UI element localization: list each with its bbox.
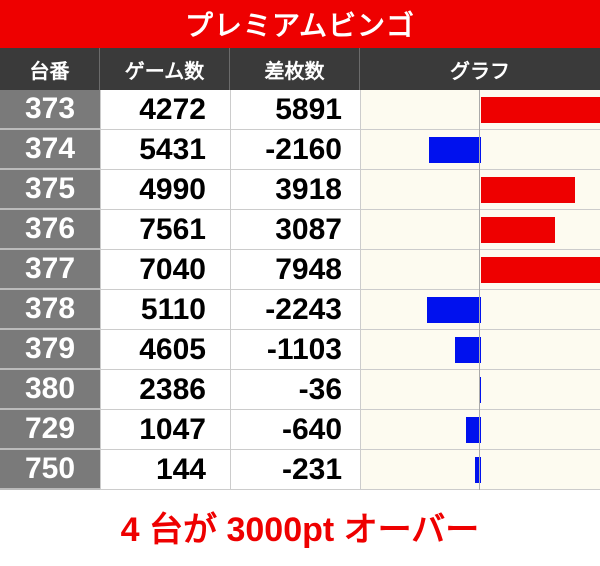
machine-number: 379 bbox=[0, 330, 100, 370]
game-count: 5431 bbox=[100, 130, 230, 170]
table-row: 373 4272 5891 bbox=[0, 90, 600, 130]
medal-difference: -1103 bbox=[230, 330, 360, 370]
positive-bar bbox=[481, 217, 556, 243]
medal-difference: -36 bbox=[230, 370, 360, 410]
machine-number: 375 bbox=[0, 170, 100, 210]
column-header-games: ゲーム数 bbox=[100, 48, 230, 90]
game-count: 144 bbox=[100, 450, 230, 490]
graph-cell bbox=[360, 130, 600, 170]
machine-number: 750 bbox=[0, 450, 100, 490]
graph-cell bbox=[360, 210, 600, 250]
medal-difference: 3918 bbox=[230, 170, 360, 210]
table-row: 750 144 -231 bbox=[0, 450, 600, 490]
negative-bar bbox=[465, 417, 481, 443]
machine-number: 378 bbox=[0, 290, 100, 330]
graph-cell bbox=[360, 90, 600, 130]
graph-cell bbox=[360, 450, 600, 490]
graph-cell bbox=[360, 370, 600, 410]
negative-bar bbox=[480, 377, 482, 403]
table-header: 台番 ゲーム数 差枚数 グラフ bbox=[0, 48, 600, 90]
game-count: 2386 bbox=[100, 370, 230, 410]
table-row: 377 7040 7948 bbox=[0, 250, 600, 290]
medal-difference: -231 bbox=[230, 450, 360, 490]
table-row: 376 7561 3087 bbox=[0, 210, 600, 250]
medal-difference: -640 bbox=[230, 410, 360, 450]
graph-cell bbox=[360, 290, 600, 330]
table-row: 379 4605 -1103 bbox=[0, 330, 600, 370]
positive-bar bbox=[481, 257, 600, 283]
column-header-diff: 差枚数 bbox=[230, 48, 360, 90]
graph-cell bbox=[360, 250, 600, 290]
graph-cell bbox=[360, 410, 600, 450]
column-header-graph: グラフ bbox=[450, 60, 510, 83]
medal-difference: 5891 bbox=[230, 90, 360, 130]
game-count: 7561 bbox=[100, 210, 230, 250]
medal-difference: -2160 bbox=[230, 130, 360, 170]
table-row: 729 1047 -640 bbox=[0, 410, 600, 450]
game-count: 7040 bbox=[100, 250, 230, 290]
table-row: 375 4990 3918 bbox=[0, 170, 600, 210]
machine-number: 374 bbox=[0, 130, 100, 170]
negative-bar bbox=[427, 297, 481, 323]
graph-zero-axis bbox=[479, 90, 480, 490]
game-count: 4272 bbox=[100, 90, 230, 130]
game-count: 4605 bbox=[100, 330, 230, 370]
machine-number: 376 bbox=[0, 210, 100, 250]
positive-bar bbox=[481, 177, 576, 203]
game-count: 4990 bbox=[100, 170, 230, 210]
machine-number: 373 bbox=[0, 90, 100, 130]
machine-number: 380 bbox=[0, 370, 100, 410]
table-row: 380 2386 -36 bbox=[0, 370, 600, 410]
machine-number: 377 bbox=[0, 250, 100, 290]
game-count: 1047 bbox=[100, 410, 230, 450]
positive-bar bbox=[481, 97, 600, 123]
table-row: 374 5431 -2160 bbox=[0, 130, 600, 170]
column-header-id: 台番 bbox=[0, 48, 100, 90]
game-count: 5110 bbox=[100, 290, 230, 330]
medal-difference: 3087 bbox=[230, 210, 360, 250]
negative-bar bbox=[475, 457, 481, 483]
page-title: プレミアムビンゴ bbox=[0, 0, 600, 48]
summary-text: 4 台が 3000pt オーバー bbox=[120, 510, 480, 549]
table-row: 378 5110 -2243 bbox=[0, 290, 600, 330]
medal-difference: -2243 bbox=[230, 290, 360, 330]
medal-difference: 7948 bbox=[230, 250, 360, 290]
graph-cell bbox=[360, 170, 600, 210]
machine-number: 729 bbox=[0, 410, 100, 450]
graph-cell bbox=[360, 330, 600, 370]
negative-bar bbox=[429, 137, 481, 163]
negative-bar bbox=[454, 337, 481, 363]
